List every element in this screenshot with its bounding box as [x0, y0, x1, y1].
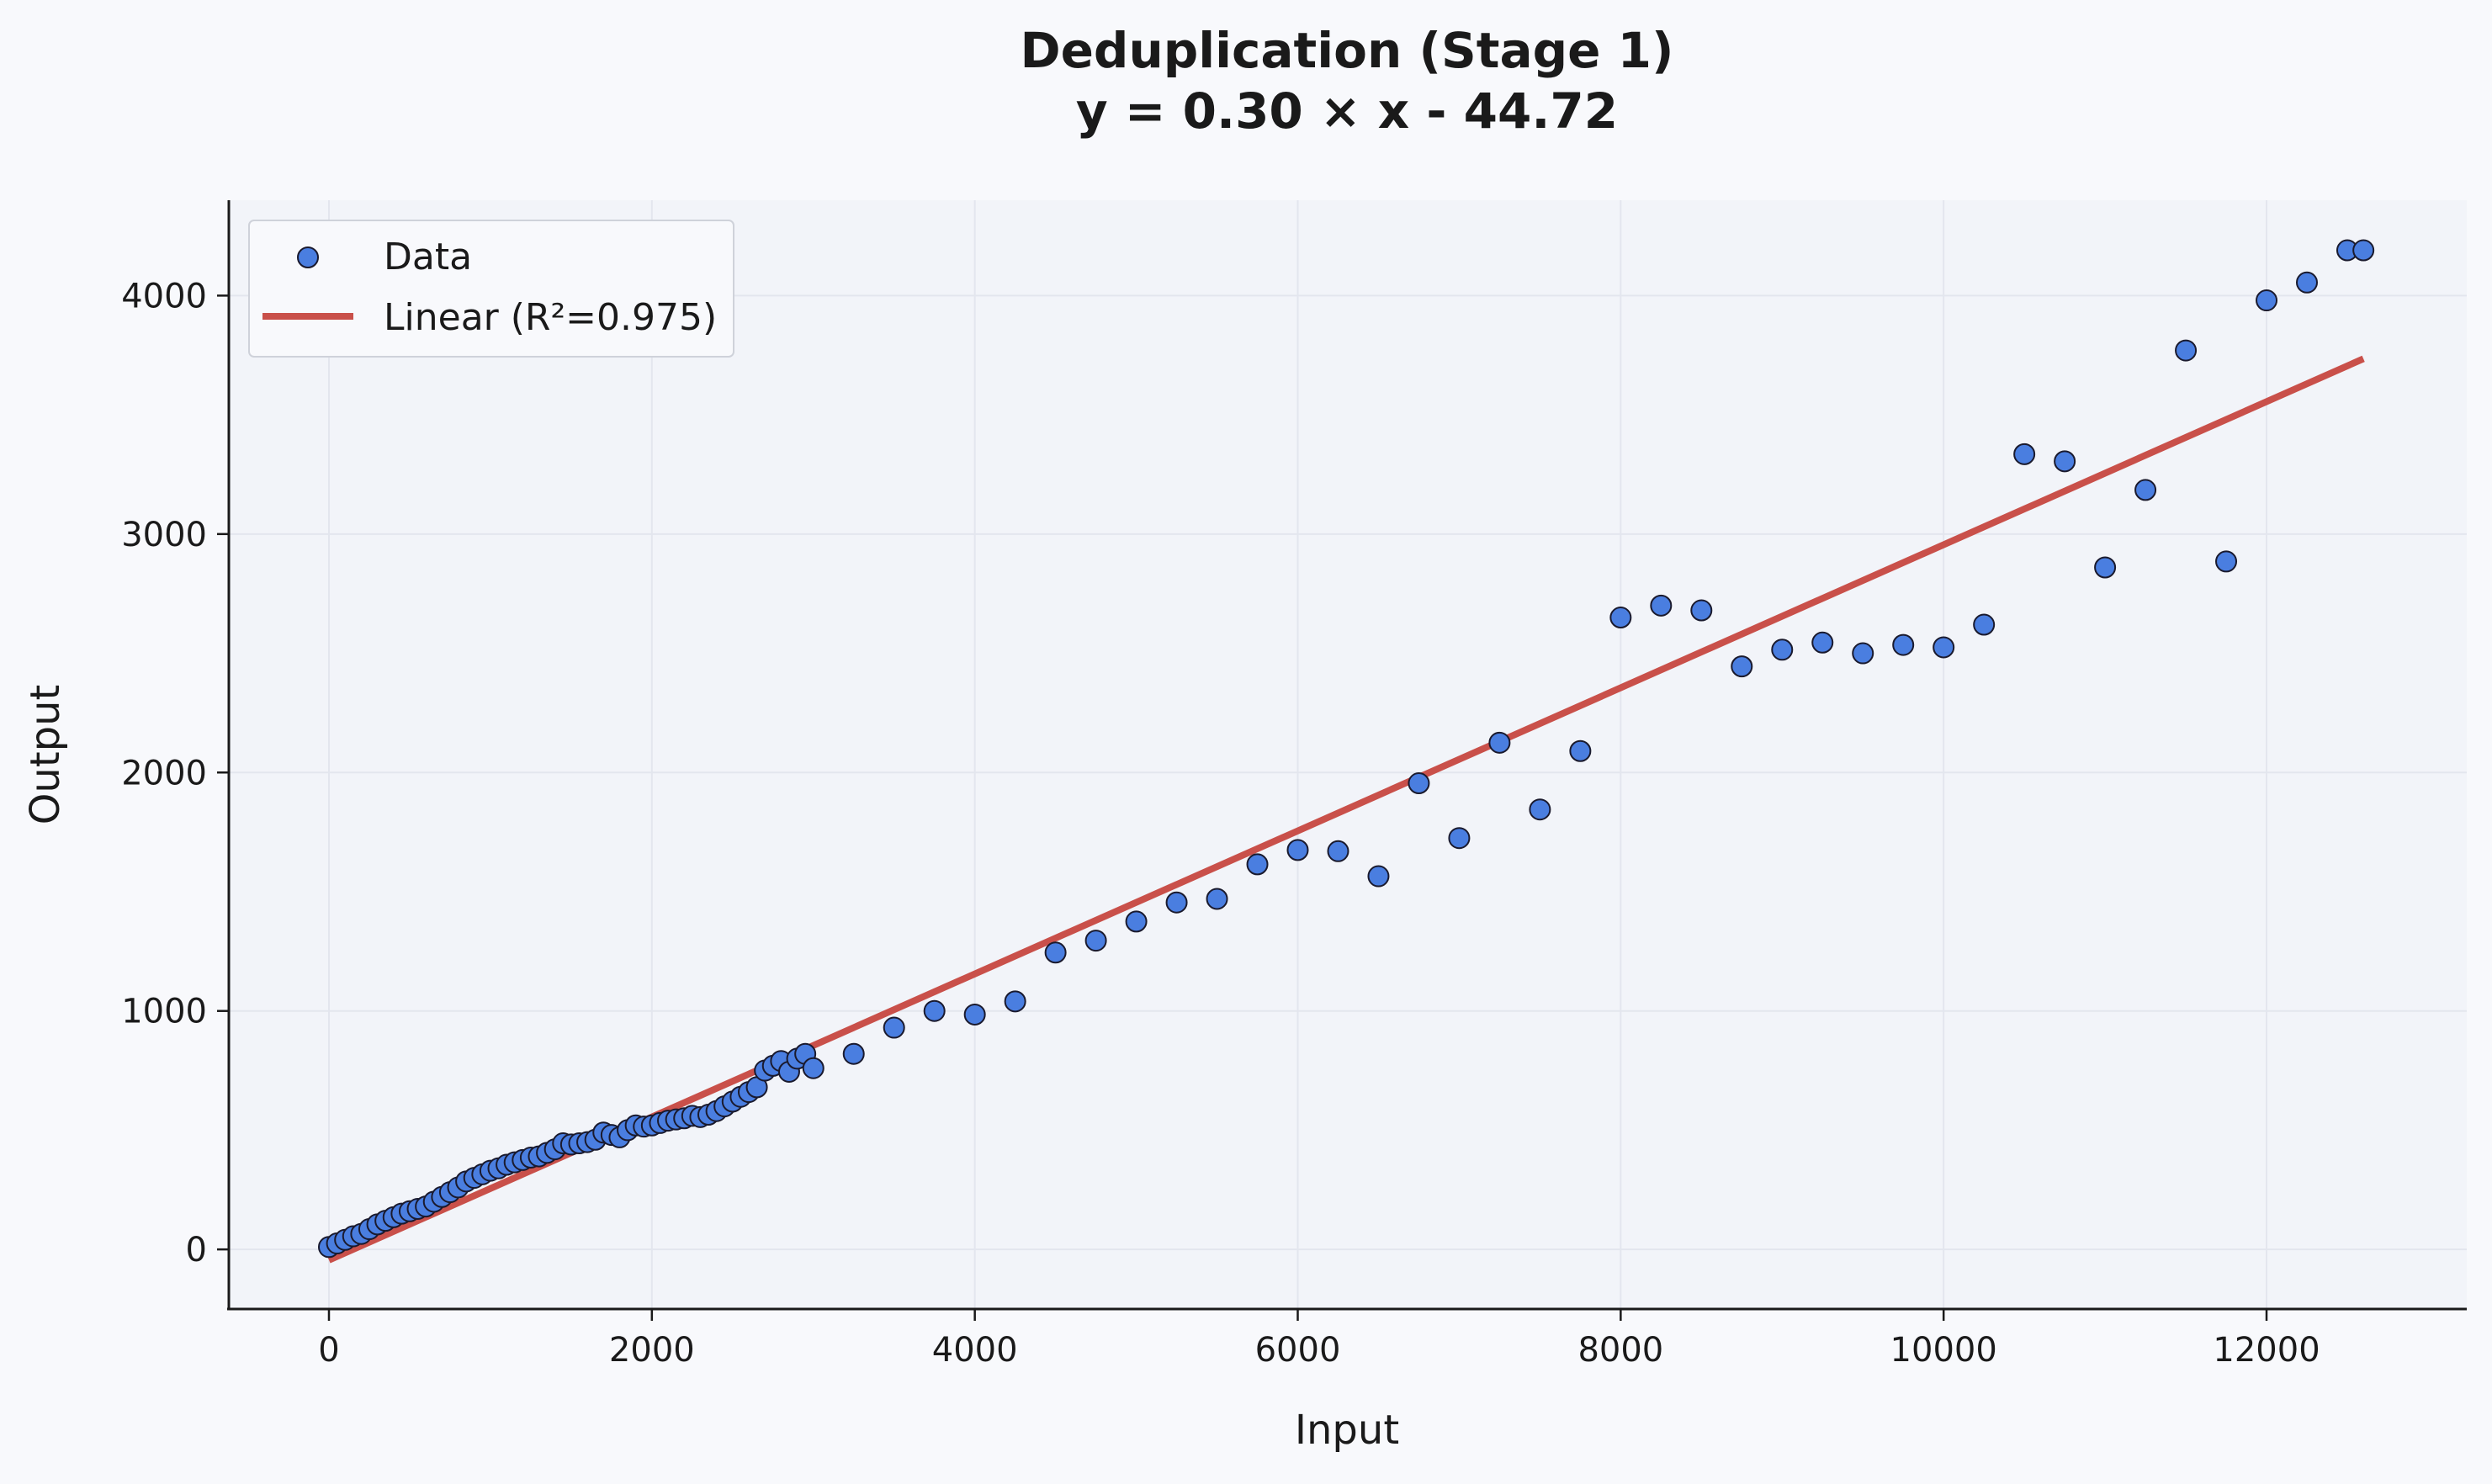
- data-point: [1246, 853, 1269, 876]
- data-point: [883, 1016, 905, 1039]
- data-point: [2352, 239, 2375, 262]
- data-point: [1690, 599, 1713, 622]
- data-point: [1771, 639, 1794, 661]
- data-point: [1206, 888, 1228, 910]
- data-point: [1973, 613, 1996, 636]
- y-tick-label: 0: [186, 1231, 207, 1269]
- data-point: [2094, 556, 2117, 579]
- data-point: [1408, 772, 1430, 795]
- legend: Data Linear (R²=0.975): [248, 220, 734, 358]
- data-point: [2215, 550, 2238, 573]
- data-point: [2013, 443, 2036, 465]
- legend-data-marker: [297, 246, 319, 268]
- y-tick-label: 3000: [121, 516, 207, 554]
- data-point: [1084, 930, 1107, 952]
- x-tick-label: 2000: [609, 1331, 695, 1370]
- data-point: [1892, 633, 1915, 656]
- data-point: [1731, 655, 1753, 678]
- x-axis-ticks: 0 2000 4000 6000 8000 10000 12000: [318, 1309, 2320, 1370]
- data-point: [2054, 450, 2076, 473]
- y-tick-label: 4000: [121, 277, 207, 315]
- x-tick-label: 4000: [932, 1331, 1018, 1370]
- data-point: [842, 1042, 865, 1065]
- data-point: [923, 999, 946, 1022]
- data-point: [2134, 479, 2157, 501]
- x-tick-label: 12000: [2213, 1331, 2320, 1370]
- data-point: [1044, 941, 1067, 964]
- data-points: [317, 239, 2375, 1259]
- data-point: [802, 1057, 824, 1079]
- data-point: [963, 1003, 986, 1026]
- data-point: [1004, 990, 1026, 1013]
- y-tick-label: 2000: [121, 754, 207, 792]
- data-point: [2175, 339, 2198, 362]
- data-point: [1650, 594, 1673, 617]
- chart-title: Deduplication (Stage 1): [1020, 22, 1673, 79]
- data-point: [2256, 289, 2278, 312]
- x-tick-label: 10000: [1890, 1331, 1997, 1370]
- chart-subtitle: y = 0.30 × x - 44.72: [1076, 82, 1618, 140]
- data-point: [1933, 636, 1955, 659]
- data-point: [1286, 839, 1309, 861]
- data-point: [1529, 798, 1551, 821]
- data-point: [1367, 865, 1390, 888]
- grid-lines: [229, 200, 2467, 1309]
- data-point: [1569, 739, 1592, 762]
- legend-fit-label: Linear (R²=0.975): [384, 296, 717, 339]
- data-point: [1488, 731, 1511, 754]
- data-point: [1609, 607, 1632, 629]
- data-point: [2296, 271, 2318, 294]
- data-point: [1125, 910, 1148, 933]
- data-point: [1165, 891, 1188, 914]
- legend-data-label: Data: [384, 236, 472, 278]
- legend-box: [248, 220, 734, 358]
- x-axis-label: Input: [1295, 1407, 1399, 1454]
- data-point: [1811, 631, 1834, 654]
- data-point: [1448, 827, 1471, 850]
- y-tick-label: 1000: [121, 993, 207, 1031]
- x-tick-label: 8000: [1577, 1331, 1663, 1370]
- data-point: [1327, 840, 1349, 862]
- y-axis-label: Output: [22, 685, 69, 825]
- x-tick-label: 0: [318, 1331, 339, 1370]
- y-axis-ticks: 0 1000 2000 3000 4000: [121, 277, 229, 1269]
- x-tick-label: 6000: [1255, 1331, 1341, 1370]
- data-point: [1852, 642, 1874, 665]
